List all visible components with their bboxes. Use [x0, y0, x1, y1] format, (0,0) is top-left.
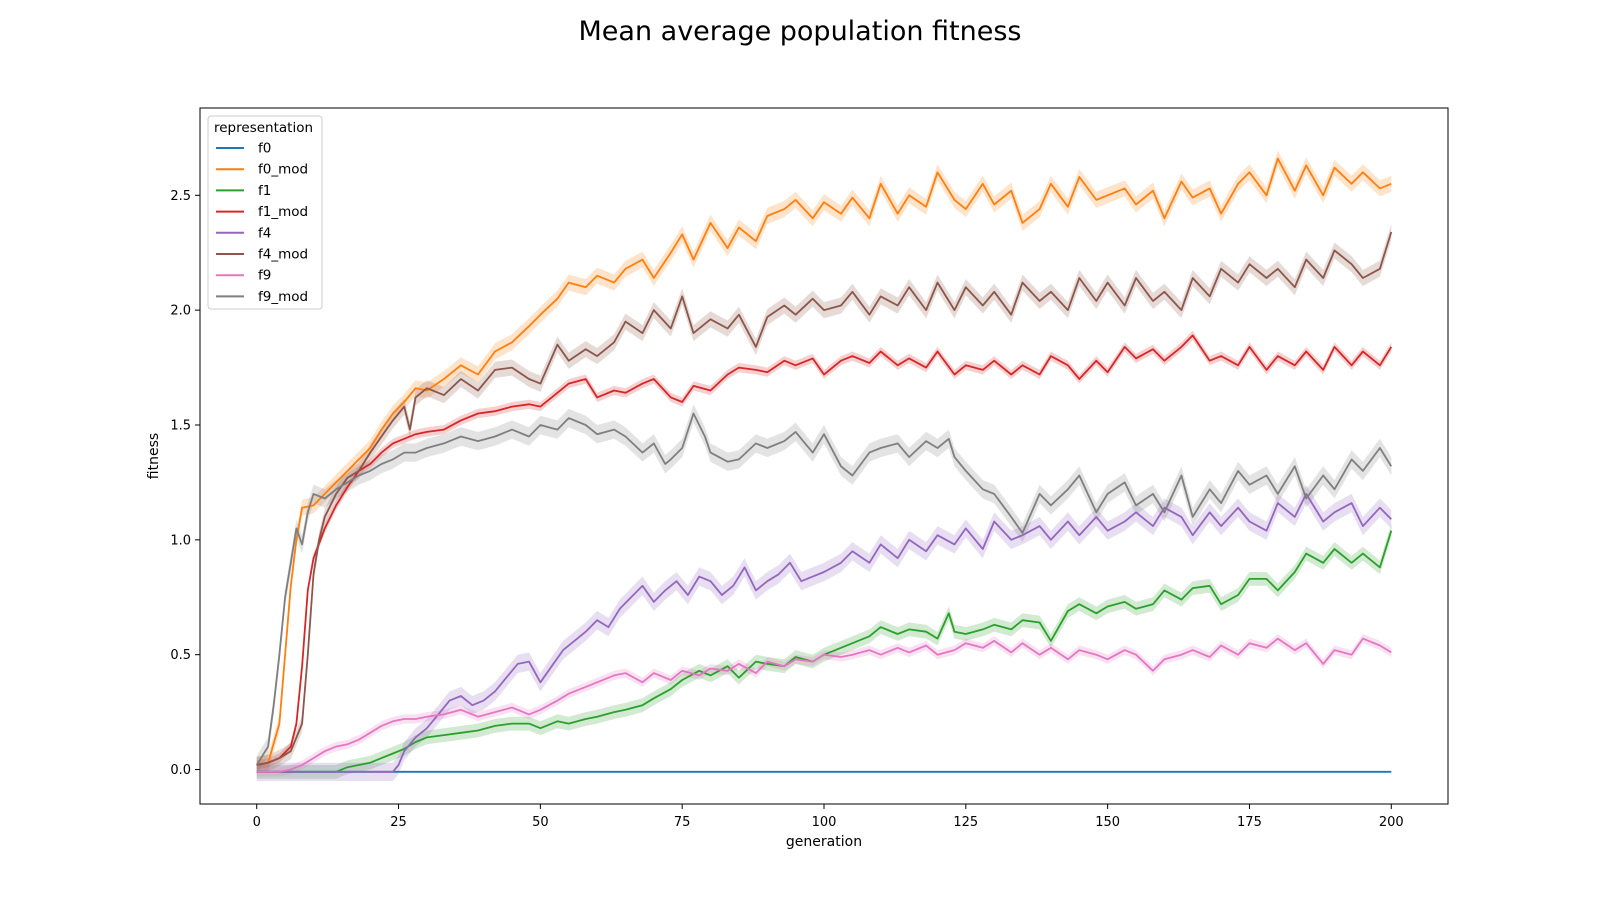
band-f9-mod: [256, 404, 1392, 775]
series-line-f4: [256, 492, 1392, 773]
legend-box: [207, 115, 323, 310]
series-line-f9: [256, 637, 1392, 773]
x-axis: 0 25 50 75 100 125 150 175 200: [253, 804, 1404, 830]
x-tick-label: 200: [1379, 815, 1404, 830]
band-f1: [256, 523, 1392, 779]
x-tick-label: 150: [1095, 815, 1120, 830]
y-tick-label: 0.5: [170, 648, 191, 663]
x-tick-label: 25: [390, 815, 407, 830]
legend-label: f0: [258, 141, 271, 157]
legend-label: f1_mod: [258, 204, 308, 220]
y-tick-label: 2.5: [170, 189, 191, 204]
y-tick-label: 1.0: [170, 533, 191, 548]
x-axis-label: generation: [786, 834, 862, 850]
series-line-f0-mod: [256, 157, 1392, 766]
legend-label: f0_mod: [258, 162, 308, 178]
x-tick-label: 75: [674, 815, 691, 830]
series-line-f1-mod: [256, 334, 1393, 766]
x-tick-label: 0: [253, 815, 261, 830]
legend-label: f9: [258, 268, 271, 284]
band-f0-mod: [256, 150, 1392, 773]
legend-label: f4: [258, 225, 271, 241]
x-tick-label: 100: [812, 815, 837, 830]
y-axis: 0.0 0.5 1.0 1.5 2.0 2.5: [170, 189, 200, 778]
y-tick-label: 2.0: [170, 304, 191, 319]
y-tick-label: 1.5: [170, 418, 191, 433]
chart-title: Mean average population fitness: [579, 16, 1022, 47]
series-line-f4-mod: [256, 231, 1393, 766]
x-tick-label: 175: [1237, 815, 1262, 830]
series-line-f9-mod: [255, 412, 1393, 766]
y-tick-label: 0.0: [170, 763, 191, 778]
y-axis-label: fitness: [146, 433, 162, 479]
series-line-f1: [256, 530, 1393, 773]
x-tick-label: 125: [953, 815, 978, 830]
legend: representation f0f0_modf1f1_modf4f4_modf…: [207, 115, 323, 310]
x-tick-label: 50: [532, 815, 549, 830]
legend-items: f0 f0_mod f1 f1_mod f4 f4_mod f9 f9_mod: [216, 141, 308, 305]
legend-label: f1: [258, 183, 271, 199]
legend-label: f4_mod: [258, 247, 308, 263]
legend-title: representation: [214, 120, 313, 136]
plot-area: [255, 150, 1393, 781]
legend-label: f9_mod: [258, 289, 308, 305]
